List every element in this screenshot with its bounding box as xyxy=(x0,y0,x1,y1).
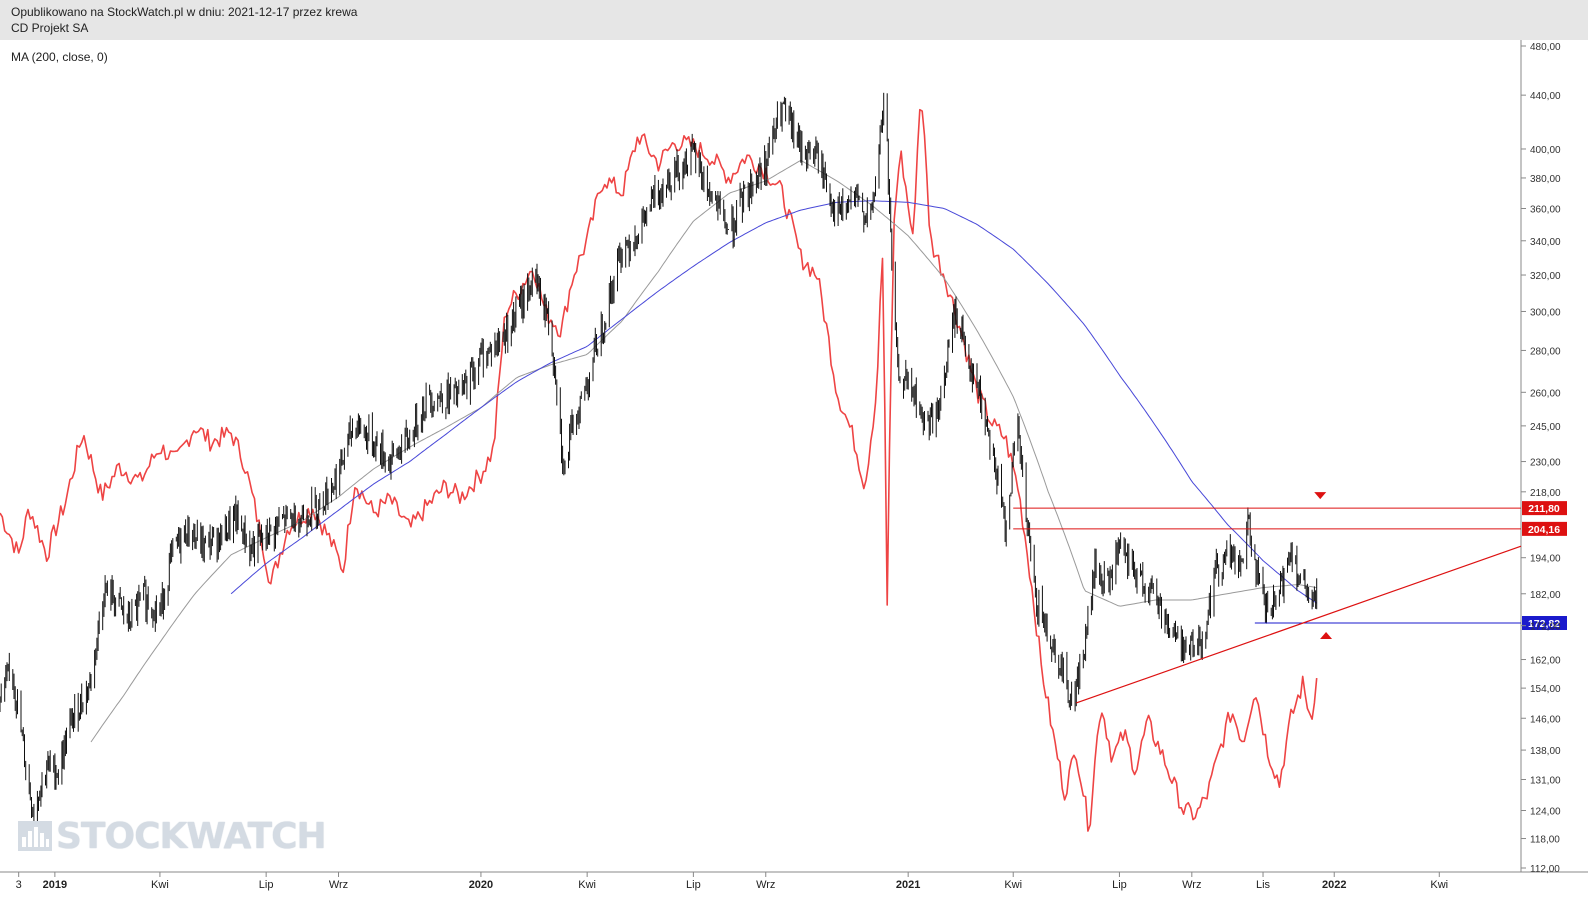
x-tick-label: Kwi xyxy=(1430,879,1448,891)
y-tick-label: 280,00 xyxy=(1530,346,1561,357)
ma-200-line xyxy=(230,200,1317,604)
x-tick-label: 2020 xyxy=(469,879,493,891)
y-tick-label: 172,00 xyxy=(1530,622,1561,633)
y-tick-label: 162,00 xyxy=(1530,656,1561,667)
level-label: 172,82 xyxy=(1528,618,1560,630)
y-axis: 480,00 440,00 400,00 380,00 360,00 340,00 320,… xyxy=(1521,42,1561,875)
x-tick-label: 2022 xyxy=(1322,879,1346,891)
y-tick-label: 218,00 xyxy=(1530,488,1561,499)
level-label: 204,16 xyxy=(1528,524,1560,536)
y-tick-label: 131,00 xyxy=(1530,775,1561,786)
x-tick-label: Wrz xyxy=(1182,879,1201,891)
levels-layer: 211,80 204,16 172,82 xyxy=(1013,492,1567,704)
y-tick-label: 230,00 xyxy=(1530,458,1561,469)
y-tick-label: 340,00 xyxy=(1530,237,1561,248)
y-tick-label: 146,00 xyxy=(1530,714,1561,725)
chart-header: Opublikowano na StockWatch.pl w dniu: 20… xyxy=(0,0,1588,40)
x-tick-label: Lip xyxy=(1112,879,1127,891)
y-tick-label: 138,00 xyxy=(1530,746,1561,757)
y-tick-label: 400,00 xyxy=(1530,145,1561,156)
y-tick-label: 320,00 xyxy=(1530,271,1561,282)
watermark-text: STOCKWATCH xyxy=(56,815,327,857)
y-tick-label: 480,00 xyxy=(1530,42,1561,53)
y-tick-label: 245,00 xyxy=(1530,422,1561,433)
y-tick-label: 124,00 xyxy=(1530,807,1561,818)
up-triangle-marker xyxy=(1320,632,1333,640)
relative-series-line xyxy=(0,108,1318,832)
level-label-box xyxy=(1522,616,1567,631)
level-label: 211,80 xyxy=(1528,503,1560,515)
indicator-label: MA (200, close, 0) xyxy=(11,50,108,64)
level-label-box xyxy=(1522,521,1567,536)
x-tick-label: Lip xyxy=(686,879,701,891)
y-tick-label: 260,00 xyxy=(1530,388,1561,399)
level-label-box xyxy=(1522,501,1567,516)
y-tick-label: 154,00 xyxy=(1530,684,1561,695)
x-axis: 3 2019 Kwi Lip Wrz 2020 Kwi Lip Wrz 2021 Kwi Lip Wrz… xyxy=(16,872,1448,891)
x-tick-label: Kwi xyxy=(1004,879,1022,891)
y-tick-label: 300,00 xyxy=(1530,307,1561,318)
x-tick-label: 2019 xyxy=(43,879,67,891)
y-tick-label: 182,00 xyxy=(1530,590,1561,601)
y-tick-label: 380,00 xyxy=(1530,174,1561,185)
x-tick-label: 3 xyxy=(16,879,22,891)
publication-info: Opublikowano na StockWatch.pl w dniu: 20… xyxy=(11,5,358,19)
instrument-name: CD Projekt SA xyxy=(11,21,89,35)
y-tick-label: 360,00 xyxy=(1530,204,1561,215)
candles-layer xyxy=(0,92,1318,825)
series-layer xyxy=(0,108,1318,832)
y-tick-label: 440,00 xyxy=(1530,91,1561,102)
y-tick-label: 194,00 xyxy=(1530,554,1561,565)
x-tick-label: Lis xyxy=(1256,879,1271,891)
y-tick-label: 118,00 xyxy=(1530,835,1560,846)
x-tick-label: Kwi xyxy=(578,879,596,891)
stockwatch-logo: STOCKWATCH xyxy=(18,815,327,857)
x-tick-label: Wrz xyxy=(756,879,775,891)
x-tick-label: Kwi xyxy=(151,879,169,891)
x-tick-label: Lip xyxy=(259,879,274,891)
ma-short-line xyxy=(90,159,1317,743)
x-tick-label: 2021 xyxy=(896,879,920,891)
x-tick-label: Wrz xyxy=(329,879,348,891)
y-tick-label: 112,00 xyxy=(1530,864,1560,875)
grid-layer xyxy=(0,40,1588,873)
support-trendline xyxy=(1076,545,1522,704)
down-triangle-marker xyxy=(1314,492,1327,500)
bar-chart-icon xyxy=(18,821,52,851)
